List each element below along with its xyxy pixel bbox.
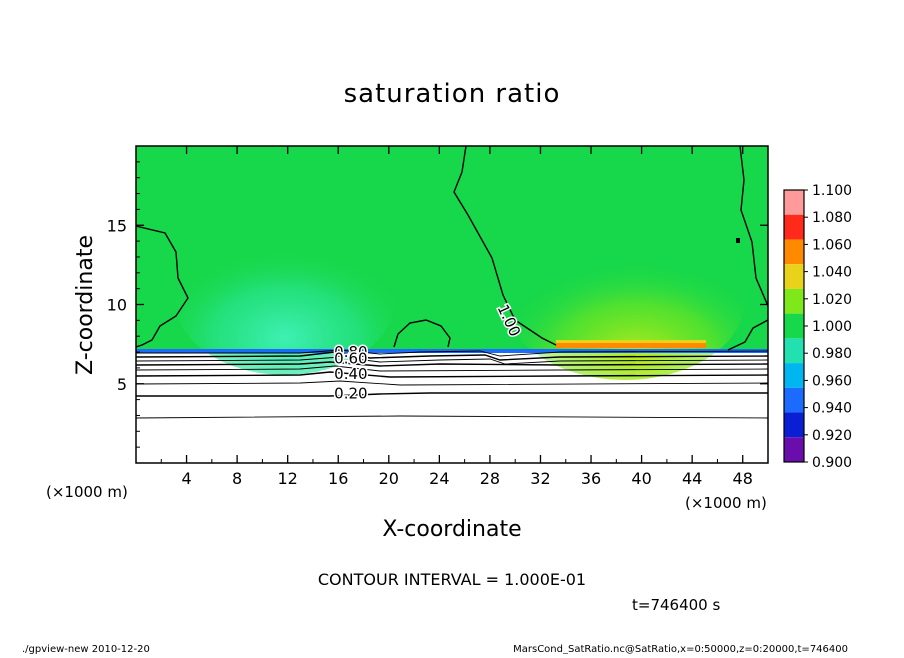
contour-0-80 [136,351,768,361]
contour-1-00-bottom-right [727,319,768,351]
x-tick-label: 8 [232,469,242,488]
x-tick-label: 32 [530,469,550,488]
contour-0-10 [136,415,768,419]
footer-left: ./gpview-new 2010-12-20 [22,644,150,654]
plot-area: 1.000.800.600.400.20 [136,146,768,463]
x-tick-label: 16 [328,469,348,488]
contour-0-40 [136,371,768,378]
colorbar-label: 1.040 [812,265,852,281]
colorbar-segment [784,338,804,364]
contour-label: 0.60 [334,349,367,367]
x-tick-label: 24 [429,469,449,488]
contour-0-20 [136,392,768,397]
colorbar-segment [784,190,804,215]
colorbar: 0.900 0.920 0.940 0.960 0.980 1.000 1.020 1.040… [783,183,852,471]
colorbar-label: 0.900 [812,455,852,471]
x-tick-label: 44 [682,469,702,488]
contour-1-00-right [739,146,768,307]
field-patch-cyan [175,225,395,375]
field-hot-streak [556,343,706,348]
colorbar-label: 1.100 [812,183,852,199]
field-blue-edge [136,349,768,353]
colorbar-segment [784,288,804,314]
colorbar-label: 1.080 [812,210,852,226]
colorbar-segment [784,387,804,413]
contour-0-50 [136,365,768,372]
footer-right: MarsCond_SatRatio.nc@SatRatio,x=0:50000,… [513,644,848,654]
y-tick-label: 10 [107,296,127,315]
x-unit-label-left: (×1000 m) [46,483,128,501]
colorbar-label: 0.920 [812,428,852,444]
contour-0-90 [136,349,768,357]
field-warm-streak [556,340,706,343]
colorbar-label: 0.940 [812,401,852,417]
x-axis-label: X-coordinate [382,517,521,542]
colorbar-segment [784,313,804,339]
x-tick-label: 20 [379,469,399,488]
colorbar-label: 1.060 [812,237,852,253]
contour-label: 0.20 [334,384,367,402]
colorbar-segment [784,437,804,462]
contour-interval-text: CONTOUR INTERVAL = 1.000E-01 [318,570,586,589]
colorbar-segment [784,363,804,388]
colorbar-segment [784,264,804,289]
x-tick-label: 28 [480,469,500,488]
contour-1-00-bump [393,319,451,348]
x-tick-label: 36 [581,469,601,488]
y-tick-label: 15 [107,216,127,235]
lower-contours [136,349,768,419]
colorbar-segment [784,239,804,265]
time-text: t=746400 s [632,596,720,614]
contour-1-00-small [736,238,740,243]
x-unit-label-right: (×1000 m) [685,494,767,512]
x-tick-label: 4 [181,469,191,488]
colorbar-segment [784,412,804,438]
contour-0-60 [136,361,768,367]
contour-1-00-left [136,225,189,348]
y-tick-label: 5 [117,375,127,394]
colorbar-label: 0.960 [812,373,852,389]
x-tick-label: 48 [733,469,753,488]
colorbar-label: 1.020 [812,292,852,308]
y-axis-label: Z-coordinate [73,235,98,375]
contour-0-30 [136,380,768,386]
contour-label: 0.80 [334,343,367,361]
contour-0-70 [136,356,768,365]
contour-1-00-center [453,146,557,346]
chart-title: saturation ratio [344,79,561,109]
x-tick-label: 12 [278,469,298,488]
colorbar-segment [784,214,804,240]
colorbar-label: 1.000 [812,319,852,335]
x-axis: 4 8 12 16 20 24 28 32 36 40 44 48 [160,146,753,488]
x-tick-label: 40 [631,469,651,488]
colorbar-label: 0.980 [812,346,852,362]
y-axis: 5 10 15 [107,161,768,448]
contour-label: 0.40 [334,365,367,383]
